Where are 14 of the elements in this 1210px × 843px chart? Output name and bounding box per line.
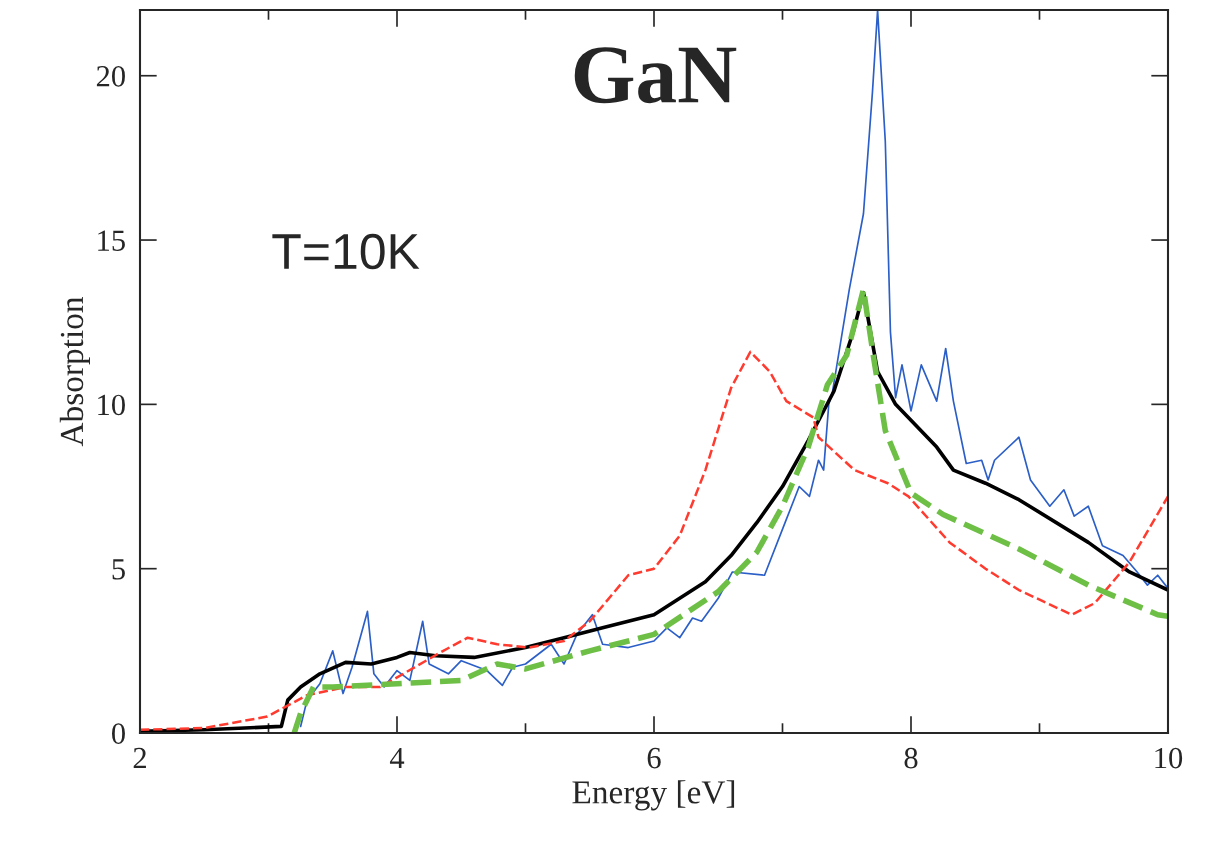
y-tick-label: 10 (98, 394, 125, 416)
x-tick-label: 6 (647, 747, 661, 769)
x-tick-label: 2 (133, 747, 146, 769)
y-tick-label: 0 (112, 723, 125, 744)
y-tick-label: 5 (112, 559, 125, 580)
y-axis-title: Absorption (59, 297, 90, 447)
annotation: T=10K (272, 233, 420, 270)
y-tick-label: 15 (98, 230, 125, 251)
x-tick-label: 10 (1155, 747, 1183, 769)
x-axis-title: Energy [eV] (572, 780, 735, 811)
x-tick-label: 8 (904, 747, 918, 769)
x-tick-label: 4 (389, 747, 405, 769)
chart-title: GaN (574, 47, 737, 104)
y-tick-label: 20 (96, 66, 125, 87)
